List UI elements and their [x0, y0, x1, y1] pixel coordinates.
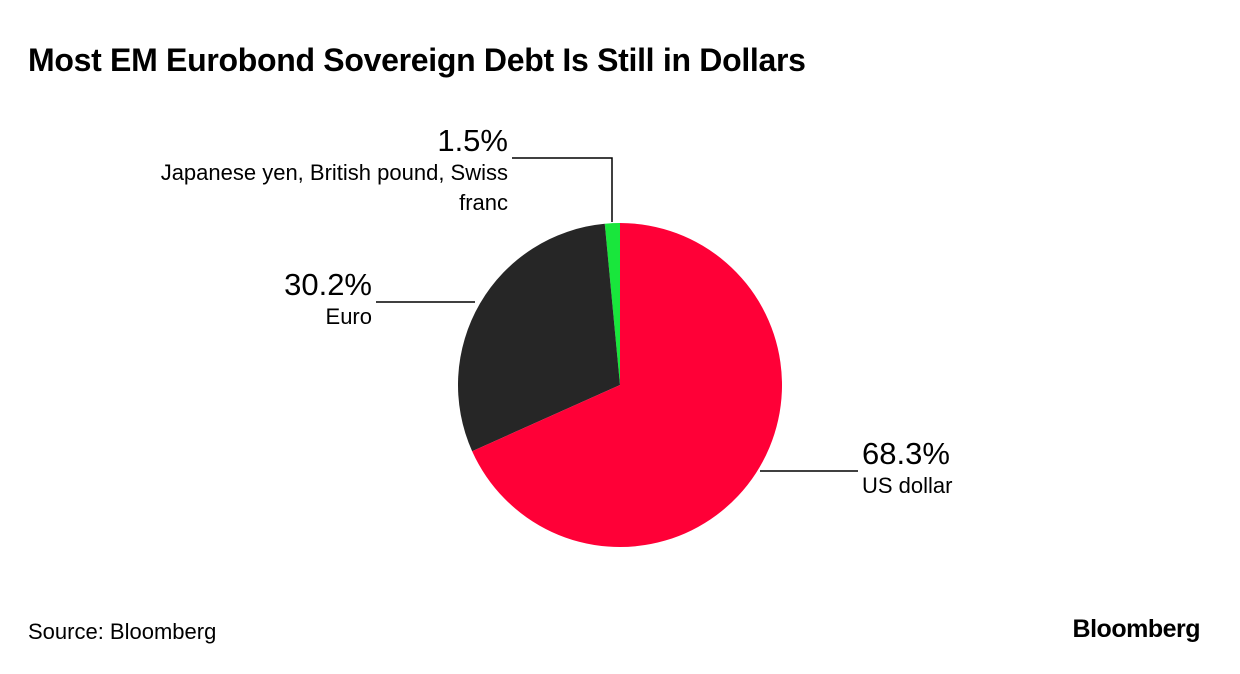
- value-label: 1.5%: [437, 123, 508, 158]
- source-note: Source: Bloomberg: [28, 619, 217, 644]
- logo: Bloomberg: [1072, 615, 1201, 643]
- category-label: US dollar: [862, 473, 953, 498]
- leader-line: [512, 157, 613, 222]
- pie-slice: [458, 223, 620, 452]
- pie-slice: [472, 223, 782, 547]
- slice-label: 68.3% US dollar: [862, 437, 1162, 501]
- pie-slice: [604, 223, 620, 385]
- chart-title: Most EM Eurobond Sovereign Debt Is Still…: [28, 42, 806, 78]
- slice-label: 30.2% Euro: [72, 268, 372, 332]
- slice-label: 1.5% Japanese yen, British pound, Swiss f…: [158, 124, 508, 218]
- value-label: 30.2%: [284, 267, 372, 302]
- category-label: Japanese yen, British pound, Swiss franc: [160, 160, 508, 215]
- value-label: 68.3%: [862, 436, 950, 471]
- category-label: Euro: [325, 304, 372, 329]
